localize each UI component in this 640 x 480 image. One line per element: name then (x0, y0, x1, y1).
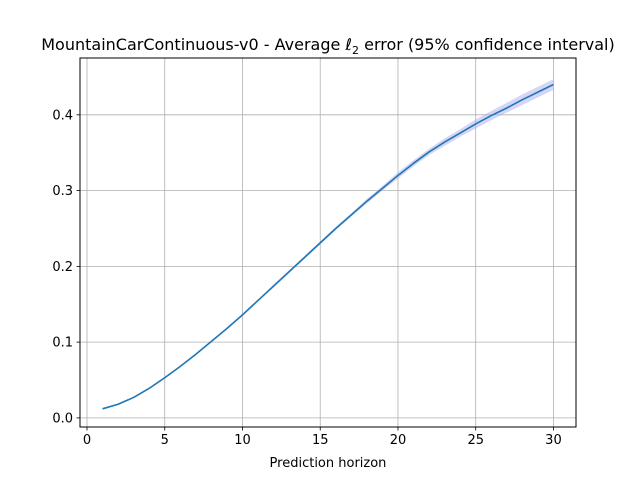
confidence-band-layer (102, 79, 554, 410)
chart-title-subscript: 2 (352, 44, 359, 57)
chart-title-symbol: ℓ (344, 35, 352, 54)
chart-title-main: MountainCarContinuous-v0 - Average (41, 35, 345, 54)
y-tick-label: 0.3 (52, 184, 73, 199)
x-tick-label: 5 (161, 433, 169, 448)
y-axis-ticks: 0.0 0.1 0.2 0.3 0.4 (52, 108, 80, 426)
plot-frame (79, 57, 577, 428)
series-line-layer (102, 83, 554, 410)
x-tick-label: 25 (467, 433, 484, 448)
x-axis-ticks: 0 5 10 15 20 25 30 (83, 427, 562, 448)
x-tick-label: 0 (83, 433, 91, 448)
confidence-band (102, 79, 554, 410)
x-tick-label: 10 (234, 433, 251, 448)
y-tick-label: 0.1 (52, 336, 73, 351)
chart-title: MountainCarContinuous-v0 - Average ℓ2 er… (41, 35, 615, 57)
x-tick-label: 30 (545, 433, 562, 448)
x-tick-label: 15 (312, 433, 329, 448)
y-tick-label: 0.4 (52, 108, 73, 123)
y-tick-label: 0.2 (52, 260, 73, 275)
series-line (102, 83, 554, 410)
y-tick-label: 0.0 (52, 411, 73, 426)
chart-title-rest: error (95% confidence interval) (359, 35, 615, 54)
x-axis-label: Prediction horizon (270, 456, 387, 471)
x-tick-label: 20 (390, 433, 407, 448)
